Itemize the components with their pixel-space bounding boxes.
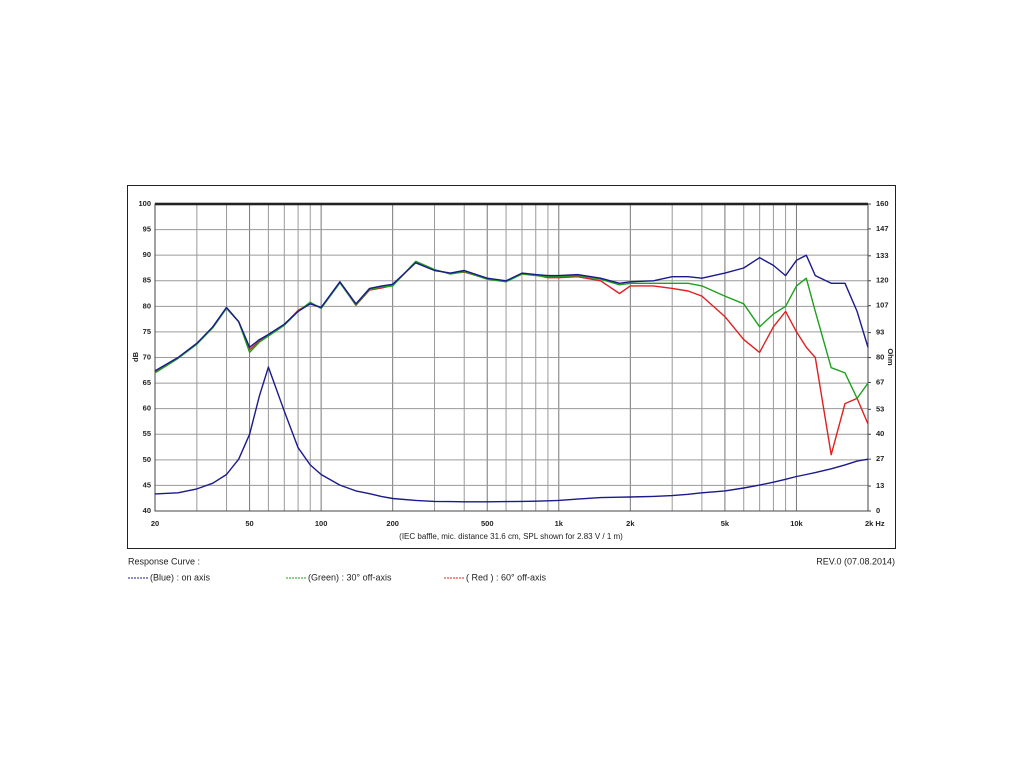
y-tick-label: 75 (143, 327, 151, 336)
y2-axis-label: Ohm (886, 348, 895, 365)
x-tick-label: 5k (721, 519, 730, 528)
y-tick-label: 50 (143, 455, 151, 464)
y2-tick-label: 40 (876, 429, 884, 438)
y-tick-label: 95 (143, 225, 151, 234)
series-line (154, 260, 869, 400)
x-tick-label: 10k (790, 519, 803, 528)
y2-tick-label: 27 (876, 454, 884, 463)
revision: REV.0 (07.08.2014) (816, 556, 895, 566)
y2-tick-label: 13 (876, 481, 884, 490)
y-tick-label: 40 (143, 506, 151, 515)
caption: Response Curve : (128, 556, 200, 566)
x-tick-label: 200 (386, 519, 399, 528)
frame (127, 185, 896, 549)
y-axis-label: dB (131, 351, 140, 362)
y-tick-label: 70 (143, 352, 151, 361)
y2-tick-label: 67 (876, 377, 884, 386)
series-line (154, 261, 869, 456)
y-tick-label: 85 (143, 276, 151, 285)
series-line (154, 254, 869, 372)
y-tick-label: 65 (143, 378, 151, 387)
x-tick-label: 20 (151, 519, 159, 528)
y-tick-label: 90 (143, 250, 151, 259)
x-axis-label: (IEC baffle, mic. distance 31.6 cm, SPL … (399, 532, 623, 541)
x-tick-label: 1k (555, 519, 564, 528)
x-tick-label: 500 (481, 519, 494, 528)
y2-tick-label: 0 (876, 506, 880, 515)
y2-tick-label: 93 (876, 328, 884, 337)
plot-border (154, 203, 869, 512)
legend-label: (Blue) : on axis (150, 572, 211, 582)
y-tick-label: 80 (143, 301, 151, 310)
x-tick-label: 2k (626, 519, 635, 528)
y-tick-label: 60 (143, 404, 151, 413)
x-tick-label: 2k Hz (865, 519, 885, 528)
x-tick-label: 50 (245, 519, 253, 528)
y2-tick-label: 53 (876, 404, 884, 413)
y2-tick-label: 80 (876, 352, 884, 361)
y2-tick-label: 120 (876, 276, 889, 285)
y-tick-label: 100 (138, 199, 151, 208)
y2-tick-label: 160 (876, 199, 889, 208)
legend-label: (Green) : 30° off-axis (308, 572, 392, 582)
y2-tick-label: 133 (876, 251, 889, 260)
y-tick-label: 45 (143, 480, 151, 489)
y2-tick-label: 107 (876, 301, 889, 310)
series-line (154, 366, 869, 503)
x-tick-label: 100 (315, 519, 328, 528)
y2-tick-label: 147 (876, 224, 889, 233)
y-tick-label: 55 (143, 429, 151, 438)
legend-label: ( Red ) : 60° off-axis (466, 572, 546, 582)
